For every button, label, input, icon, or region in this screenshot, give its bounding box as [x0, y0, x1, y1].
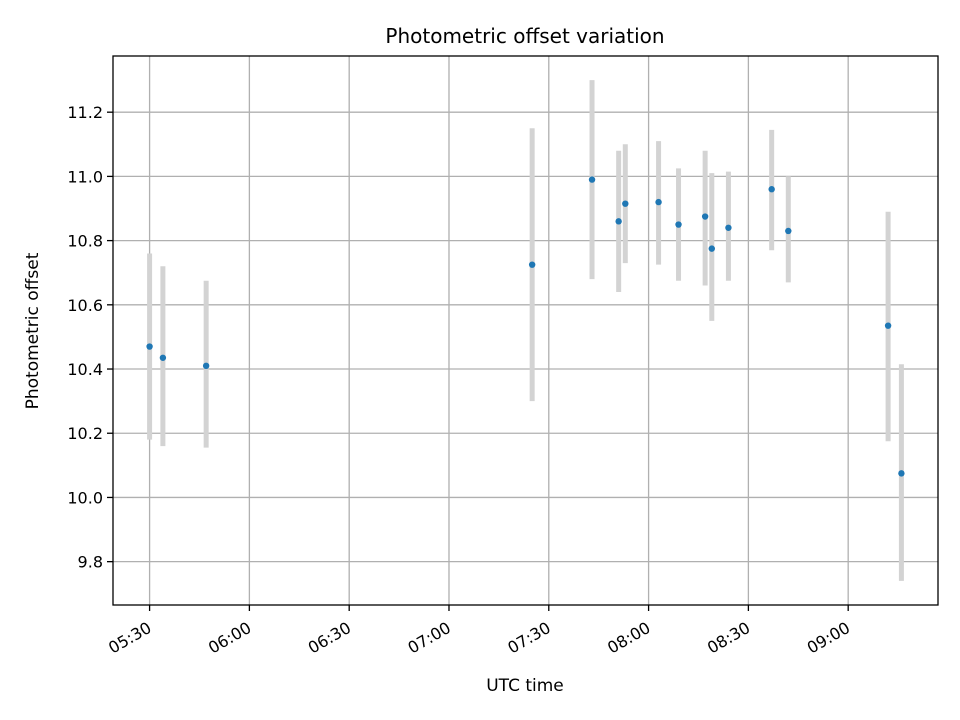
- data-point: [159, 354, 167, 361]
- x-axis-label: UTC time: [486, 676, 564, 696]
- chart-title: Photometric offset variation: [385, 24, 664, 48]
- data-point: [588, 176, 596, 183]
- data-point: [725, 224, 732, 231]
- data-point: [675, 221, 682, 228]
- y-tick-label: 10.6: [67, 296, 103, 315]
- data-point: [615, 218, 622, 225]
- y-tick-label: 11.2: [67, 103, 103, 122]
- y-axis-ticks: 9.8 10.0 10.2 10.4 10.6 10.8 11.0 11.2: [67, 103, 113, 572]
- data-point: [884, 322, 892, 329]
- data-point: [655, 198, 662, 206]
- y-tick-label: 11.0: [67, 167, 103, 186]
- data-point: [202, 362, 210, 370]
- data-point: [701, 213, 709, 220]
- data-point: [785, 227, 792, 235]
- y-tick-label: 10.2: [67, 424, 103, 443]
- data-point: [146, 343, 153, 350]
- data-point: [528, 261, 536, 268]
- data-point: [622, 200, 629, 207]
- y-tick-label: 10.4: [67, 360, 103, 379]
- y-tick-label: 10.0: [67, 488, 103, 507]
- point-layer: [146, 176, 905, 477]
- y-axis-label: Photometric offset: [23, 252, 43, 409]
- y-tick-label: 9.8: [78, 553, 103, 572]
- grid-layer: [113, 56, 938, 605]
- y-tick-label: 10.8: [67, 232, 103, 251]
- data-point: [768, 186, 775, 193]
- data-point: [898, 470, 905, 477]
- plot-frame: [112, 55, 939, 606]
- data-point: [708, 245, 715, 252]
